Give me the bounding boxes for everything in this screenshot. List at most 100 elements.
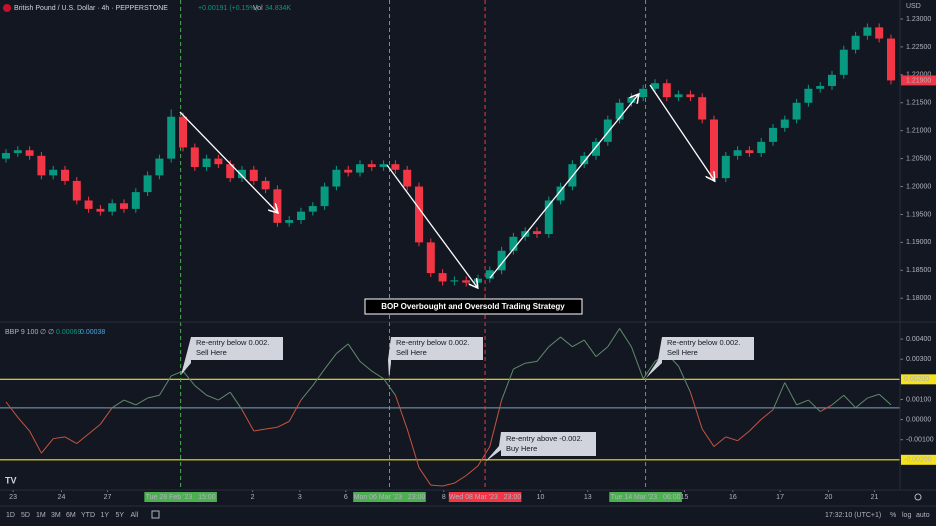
callout-line: Re-entry above -0.002.	[506, 434, 583, 443]
callout-line: Buy Here	[506, 444, 537, 453]
candle-body	[474, 278, 482, 283]
bop-line-segment	[371, 370, 384, 380]
period-button[interactable]: 1Y	[101, 512, 110, 519]
bop-line-segment	[300, 385, 314, 401]
bop-line-segment	[29, 430, 42, 454]
x-tick-label: 21	[871, 494, 879, 501]
y-tick-label: 0.00300	[906, 356, 931, 363]
bop-line-segment	[123, 399, 136, 406]
arrow	[386, 164, 477, 287]
log-toggle[interactable]: log	[902, 512, 911, 519]
x-tick-label: 10	[537, 494, 545, 501]
x-tick-label: 24	[58, 494, 66, 501]
candle-body	[450, 280, 459, 282]
bop-line-segment	[64, 436, 78, 444]
candle-body	[72, 180, 81, 201]
indicator-symbols: ∅ ∅	[40, 329, 54, 336]
callout-line: Sell Here	[396, 348, 427, 357]
candle-body	[190, 147, 199, 167]
auto-toggle[interactable]: auto	[916, 512, 930, 519]
candle-body	[167, 116, 176, 159]
event-label-box	[353, 492, 426, 502]
candle-body	[155, 158, 164, 176]
bop-line-segment	[17, 417, 30, 432]
candle-body	[651, 83, 659, 89]
bop-line-segment	[513, 362, 526, 370]
bop-line-segment	[808, 399, 821, 412]
candle-body	[96, 208, 105, 212]
x-tick-label: 20	[825, 494, 833, 501]
bop-line-segment	[265, 426, 278, 430]
period-button[interactable]: 6M	[66, 512, 76, 519]
y-tick-label: 1.18000	[906, 295, 931, 302]
candle-body	[344, 169, 353, 173]
bop-line-segment	[253, 428, 266, 432]
bop-line-segment	[347, 343, 361, 362]
event-label-box	[609, 492, 682, 502]
candle-body	[592, 141, 600, 156]
candle-body	[226, 164, 235, 179]
bop-line-segment	[312, 368, 326, 386]
trend-arrows	[179, 84, 714, 287]
bop-line-segment	[831, 394, 845, 406]
candle-body	[273, 189, 282, 223]
y-tick-label: 1.22000	[906, 72, 931, 79]
candle-body	[887, 38, 895, 81]
calendar-icon[interactable]	[151, 510, 160, 519]
change: +0.00191 (+0.15%)	[198, 5, 258, 12]
candle-body	[780, 119, 789, 128]
x-tick-label: 17	[776, 494, 784, 501]
y-tick-label: 1.22500	[906, 44, 931, 51]
bop-line-segment	[76, 433, 89, 444]
candle-body	[757, 141, 766, 154]
arrow	[179, 111, 277, 212]
x-tick-label: 2	[251, 494, 255, 501]
period-button[interactable]: 3M	[51, 512, 61, 519]
period-button[interactable]: 5Y	[116, 512, 125, 519]
bop-line-segment	[147, 394, 160, 399]
candle-body	[426, 242, 435, 274]
period-button[interactable]: 1M	[36, 512, 46, 519]
candle-body	[249, 169, 258, 181]
bop-line-segment	[843, 394, 856, 409]
callout: Re-entry below 0.002.Sell Here	[388, 337, 483, 378]
candle-body	[356, 164, 364, 173]
x-tick-label: Tue 14 Mar '23 06:00	[611, 494, 681, 501]
candle-body	[415, 186, 423, 243]
title-box	[364, 298, 583, 315]
period-button[interactable]: YTD	[81, 512, 95, 519]
candle-body	[710, 119, 718, 179]
y-tick-label: 1.20500	[906, 155, 931, 162]
bop-line-segment	[182, 370, 196, 386]
candle-body	[308, 206, 317, 212]
candle-body	[556, 186, 565, 201]
candle-body	[25, 150, 34, 156]
bop-line-segment	[406, 428, 420, 468]
candle-body	[674, 94, 683, 98]
candle-body	[615, 102, 624, 120]
period-button[interactable]: 5D	[21, 512, 30, 519]
candle-body	[686, 94, 695, 98]
candle-body	[698, 97, 707, 120]
x-tick-label: 27	[104, 494, 112, 501]
period-button[interactable]: All	[131, 512, 139, 519]
candle-body	[214, 158, 223, 165]
candle-body	[238, 169, 246, 179]
title: BOP Overbought and Oversold Trading Stra…	[381, 302, 565, 311]
bop-line-segment	[171, 370, 184, 377]
symbol-icon	[3, 4, 11, 12]
settings-icon[interactable]	[914, 493, 922, 501]
period-button[interactable]: 1D	[6, 512, 15, 519]
bop-line-segment	[206, 394, 219, 401]
candle-body	[509, 236, 518, 251]
candle-body	[839, 49, 848, 75]
y-tick-label: 0.00000	[906, 416, 931, 423]
percent-toggle[interactable]: %	[890, 512, 896, 519]
candle-body	[769, 127, 777, 142]
candle-body	[875, 27, 884, 39]
candle-body	[297, 211, 305, 221]
symbol: British Pound / U.S. Dollar · 4h · PEPPE…	[14, 5, 168, 12]
candle-body	[721, 155, 730, 179]
currency: USD	[906, 3, 921, 10]
callout-line: Sell Here	[667, 348, 698, 357]
